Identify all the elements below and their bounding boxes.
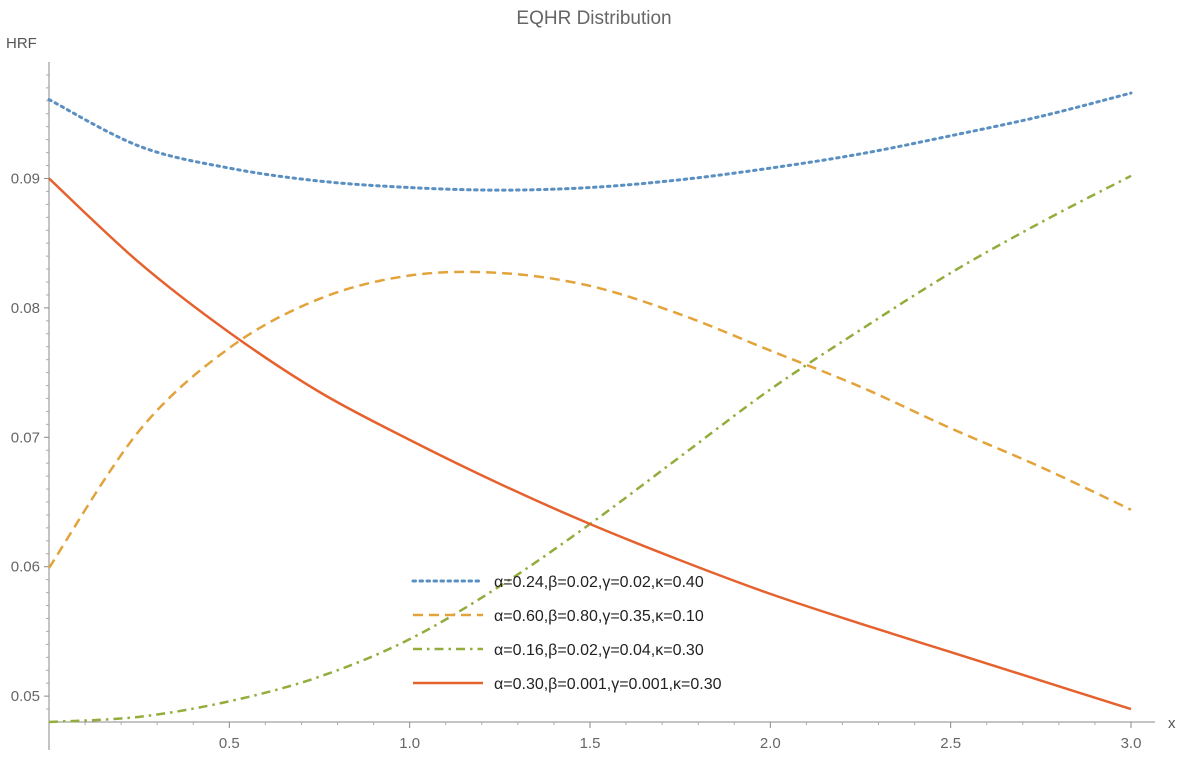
series-line-4	[48, 177, 1132, 711]
x-tick-label: 2.5	[940, 735, 961, 752]
legend-label: α=0.16,β=0.02,γ=0.04,κ=0.30	[494, 642, 704, 659]
legend-label: α=0.30,β=0.001,γ=0.001,κ=0.30	[494, 676, 722, 693]
series-layer	[47, 91, 1133, 724]
x-ticks: 0.5 1.0 1.5 2.0 2.5 3.0	[84, 722, 1142, 752]
y-tick-label: 0.09	[11, 170, 40, 187]
y-tick-label: 0.05	[11, 688, 40, 705]
x-tick-label: 1.0	[399, 735, 420, 752]
series-line-3	[48, 174, 1132, 724]
y-tick-label: 0.06	[11, 559, 40, 576]
x-tick-label: 3.0	[1121, 735, 1142, 752]
series-line-1	[47, 91, 1133, 192]
y-tick-label: 0.07	[11, 429, 40, 446]
y-tick-label: 0.08	[11, 300, 40, 317]
series-line-2	[47, 270, 1132, 569]
x-tick-label: 1.5	[580, 735, 601, 752]
y-axis-label: HRF	[6, 35, 37, 52]
legend-label: α=0.60,β=0.80,γ=0.35,κ=0.10	[494, 608, 704, 625]
chart-title: EQHR Distribution	[516, 8, 671, 29]
x-axis-label: x	[1168, 715, 1176, 732]
y-ticks: 0.05 0.06 0.07 0.08 0.09	[11, 74, 49, 710]
x-tick-label: 0.5	[219, 735, 240, 752]
legend: α=0.24,β=0.02,γ=0.02,κ=0.40 α=0.60,β=0.80…	[411, 574, 722, 693]
legend-label: α=0.24,β=0.02,γ=0.02,κ=0.40	[494, 574, 704, 591]
x-tick-label: 2.0	[760, 735, 781, 752]
